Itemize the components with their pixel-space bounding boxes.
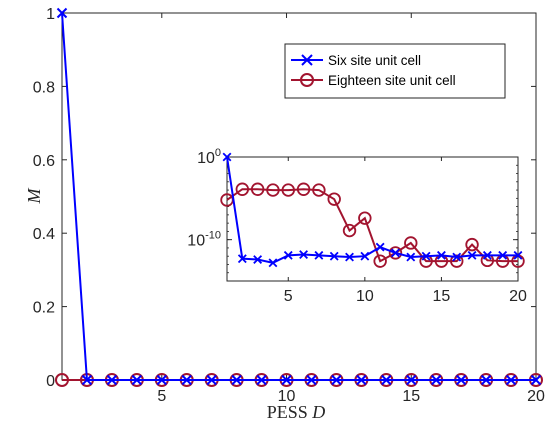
legend: Six site unit cell Eighteen site unit ce… (285, 44, 505, 98)
inset-x-tick-label: 5 (284, 288, 293, 305)
inset-x-tick-label: 15 (433, 288, 451, 305)
y-axis-label: M (24, 188, 44, 205)
y-tick-label: 0.6 (33, 153, 55, 170)
x-tick-label: 15 (402, 388, 420, 405)
y-tick-label: 0.4 (33, 226, 55, 243)
x-tick-label: 20 (527, 388, 545, 405)
y-tick-label: 0.2 (33, 300, 55, 317)
y-tick-label: 1 (46, 6, 55, 23)
inset-x-tick-label: 10 (356, 288, 374, 305)
y-tick-label: 0 (46, 373, 55, 390)
y-tick-label: 0.8 (33, 79, 55, 96)
legend-label-six-site: Six site unit cell (328, 53, 421, 68)
inset-x-tick-label: 20 (509, 288, 527, 305)
x-axis-label: PESS D (267, 402, 326, 422)
x-tick-label: 5 (157, 388, 166, 405)
legend-label-eighteen-site: Eighteen site unit cell (328, 73, 456, 88)
